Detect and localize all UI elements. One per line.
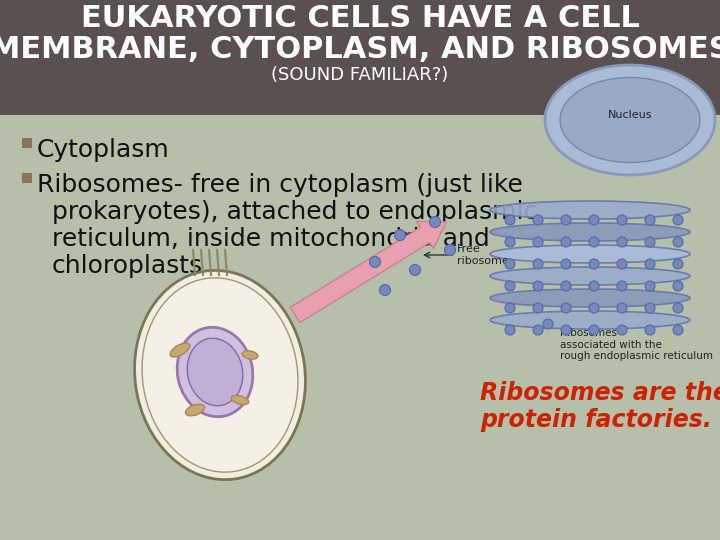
Circle shape: [533, 303, 543, 313]
Ellipse shape: [560, 78, 700, 163]
Circle shape: [561, 259, 571, 269]
Circle shape: [589, 215, 599, 225]
Circle shape: [561, 215, 571, 225]
Text: Ribosomes
associated with the
rough endoplasmic reticulum: Ribosomes associated with the rough endo…: [560, 328, 713, 361]
FancyBboxPatch shape: [22, 173, 32, 183]
Circle shape: [395, 230, 405, 240]
Circle shape: [617, 281, 627, 291]
Text: EUKARYOTIC CELLS HAVE A CELL: EUKARYOTIC CELLS HAVE A CELL: [81, 4, 639, 33]
Ellipse shape: [177, 327, 253, 417]
Circle shape: [543, 319, 553, 329]
Text: protein factories.: protein factories.: [480, 408, 712, 432]
Circle shape: [561, 281, 571, 291]
Circle shape: [505, 281, 515, 291]
Circle shape: [673, 303, 683, 313]
Circle shape: [673, 281, 683, 291]
Circle shape: [589, 281, 599, 291]
Circle shape: [505, 325, 515, 335]
Ellipse shape: [490, 311, 690, 329]
Ellipse shape: [231, 395, 248, 404]
Circle shape: [430, 217, 441, 227]
Text: Free
ribosome: Free ribosome: [457, 244, 509, 266]
FancyArrow shape: [290, 221, 446, 323]
Circle shape: [561, 237, 571, 247]
Circle shape: [589, 237, 599, 247]
Circle shape: [673, 259, 683, 269]
Ellipse shape: [186, 404, 204, 416]
Text: Cytoplasm: Cytoplasm: [37, 138, 170, 162]
Ellipse shape: [135, 271, 305, 480]
Circle shape: [617, 303, 627, 313]
Text: prokaryotes), attached to endoplasmic: prokaryotes), attached to endoplasmic: [52, 200, 537, 224]
Ellipse shape: [490, 201, 690, 219]
Circle shape: [589, 325, 599, 335]
Text: Ribosomes- free in cytoplasm (just like: Ribosomes- free in cytoplasm (just like: [37, 173, 523, 197]
Text: reticulum, inside mitochondria and: reticulum, inside mitochondria and: [52, 227, 490, 251]
Circle shape: [533, 215, 543, 225]
Circle shape: [673, 215, 683, 225]
Circle shape: [444, 245, 456, 255]
Circle shape: [410, 265, 420, 275]
Circle shape: [645, 259, 655, 269]
Ellipse shape: [490, 223, 690, 241]
Circle shape: [533, 259, 543, 269]
Circle shape: [505, 215, 515, 225]
Ellipse shape: [490, 289, 690, 307]
Circle shape: [589, 303, 599, 313]
Circle shape: [533, 237, 543, 247]
Circle shape: [369, 256, 380, 267]
Ellipse shape: [490, 245, 690, 263]
FancyBboxPatch shape: [22, 138, 32, 148]
Circle shape: [673, 237, 683, 247]
Circle shape: [645, 215, 655, 225]
Text: Ribosomes are the cell's: Ribosomes are the cell's: [480, 381, 720, 405]
Ellipse shape: [545, 65, 715, 175]
Text: (SOUND FAMILIAR?): (SOUND FAMILIAR?): [271, 66, 449, 84]
FancyBboxPatch shape: [0, 0, 720, 115]
Circle shape: [617, 325, 627, 335]
Ellipse shape: [242, 351, 258, 359]
Circle shape: [505, 303, 515, 313]
Circle shape: [645, 237, 655, 247]
Ellipse shape: [142, 278, 298, 472]
Circle shape: [645, 281, 655, 291]
Circle shape: [617, 215, 627, 225]
Ellipse shape: [187, 338, 243, 406]
Circle shape: [617, 237, 627, 247]
Circle shape: [505, 237, 515, 247]
Circle shape: [589, 259, 599, 269]
Circle shape: [645, 325, 655, 335]
Circle shape: [379, 285, 390, 295]
Text: MEMBRANE, CYTOPLASM, AND RIBOSOMES: MEMBRANE, CYTOPLASM, AND RIBOSOMES: [0, 35, 720, 64]
Circle shape: [673, 325, 683, 335]
Ellipse shape: [490, 267, 690, 285]
Text: Nucleus: Nucleus: [608, 110, 652, 120]
Circle shape: [533, 281, 543, 291]
Text: chloroplasts: chloroplasts: [52, 254, 203, 278]
Circle shape: [617, 259, 627, 269]
Circle shape: [645, 303, 655, 313]
Circle shape: [561, 303, 571, 313]
Circle shape: [533, 325, 543, 335]
Circle shape: [505, 259, 515, 269]
Circle shape: [561, 325, 571, 335]
Ellipse shape: [170, 343, 190, 357]
